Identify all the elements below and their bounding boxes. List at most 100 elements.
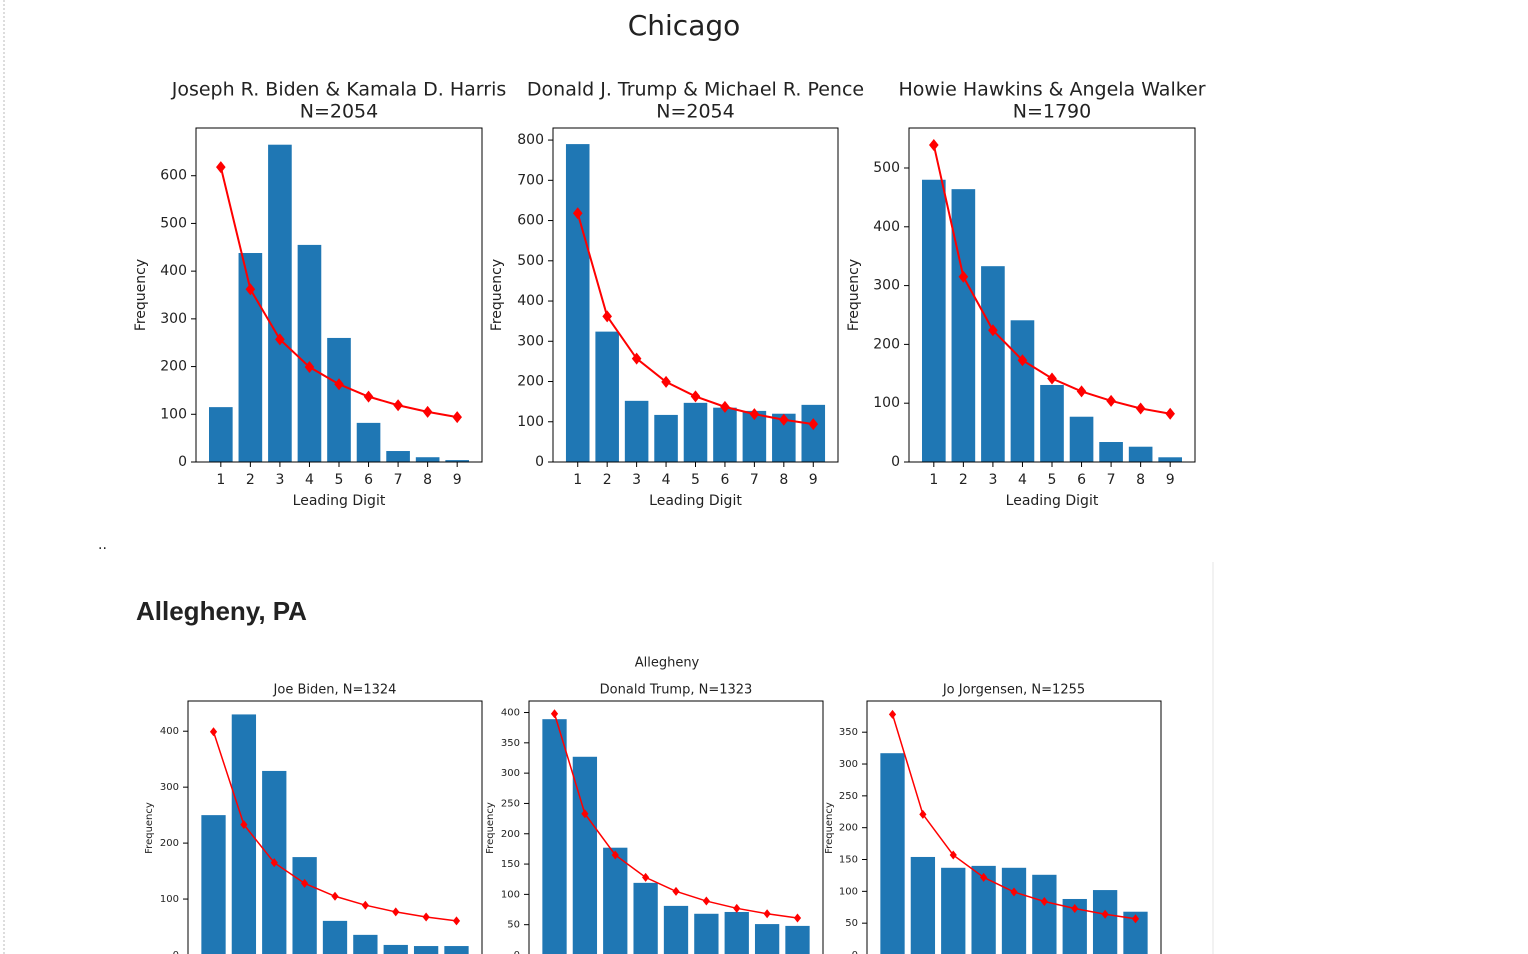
y-tick-label: 200 [517,374,544,390]
x-tick-label: 4 [662,472,671,488]
bar [951,189,976,463]
marker [393,399,403,412]
marker [1135,402,1146,415]
y-tick-label: 0 [514,950,520,954]
x-tick-label: 7 [1107,472,1116,488]
y-tick-label: 100 [160,894,179,905]
bar [633,882,658,954]
marker [304,361,315,374]
marker [929,139,939,152]
marker [733,903,741,913]
bar [801,404,826,462]
marker [331,891,339,901]
y-axis-label: Frequency [489,259,505,331]
bar [415,457,440,462]
y-tick-label: 500 [873,160,900,176]
y-tick-label: 200 [501,829,520,840]
marker [581,809,589,819]
marker [572,207,583,220]
marker [1071,904,1079,914]
x-tick-label: 2 [603,472,612,488]
bar [268,144,292,462]
marker [361,900,369,910]
y-tick-label: 0 [852,950,858,954]
x-tick-label: 3 [988,472,997,488]
bar [1001,867,1027,954]
bar [742,410,767,462]
y-tick-label: 250 [839,791,858,802]
marker [642,872,650,882]
chart-subtitle: N=1790 [1013,101,1092,123]
y-tick-label: 300 [501,768,520,779]
y-tick-label: 500 [517,253,544,269]
y-axis-label: Frequency [133,259,149,331]
chart-title: Joseph R. Biden & Kamala D. Harris [171,79,507,101]
marker [245,283,256,296]
x-tick-label: 4 [1018,472,1027,488]
bar [1069,416,1094,462]
chart-subtitle: N=2054 [656,101,735,123]
marker [888,709,897,719]
bar [1099,442,1123,462]
figure-suptitle: Allegheny [635,656,700,671]
marker [1047,372,1057,385]
x-tick-label: 1 [573,472,582,488]
x-tick-label: 5 [691,472,700,488]
marker [550,709,559,719]
marker [1076,385,1087,398]
chart-title: Donald J. Trump & Michael R. Pence [527,79,864,101]
y-tick-label: 400 [517,293,544,309]
chart-title: Jo Jorgensen, N=1255 [942,683,1085,698]
x-tick-label: 5 [1048,472,1057,488]
x-axis-label: Leading Digit [649,493,742,509]
bar [386,451,410,462]
y-tick-label: 300 [517,333,544,349]
bar [1040,384,1064,462]
y-tick-label: 400 [160,726,179,737]
y-tick-label: 600 [160,168,187,184]
marker [690,390,701,403]
y-tick-label: 100 [517,414,544,430]
plot-frame [187,700,483,954]
plot-frame [908,127,1196,463]
bar [201,815,226,954]
bar [785,925,810,954]
bar [444,946,469,954]
x-tick-label: 6 [1077,472,1086,488]
marker [209,727,218,737]
y-tick-label: 250 [501,798,520,809]
marker [422,405,433,418]
bar [754,924,780,954]
marker [275,333,285,346]
marker [301,878,309,888]
marker [720,400,730,413]
x-tick-label: 1 [216,472,225,488]
bar [683,402,708,462]
marker [919,809,927,819]
bar [624,400,649,462]
marker [452,916,461,926]
bar [713,407,737,462]
x-tick-label: 9 [1166,472,1175,488]
marker [980,872,988,882]
x-tick-label: 3 [275,472,284,488]
x-tick-label: 2 [246,472,255,488]
marker [958,270,969,283]
bar [724,911,749,954]
bar [356,422,381,462]
y-tick-label: 400 [501,708,520,719]
x-tick-label: 7 [394,472,403,488]
y-tick-label: 100 [160,406,187,422]
marker [363,390,374,403]
marker [216,161,226,174]
plot-frame [528,700,824,954]
y-axis-label: Frequency [846,259,862,331]
separator: .. [98,537,107,553]
marker [422,912,430,922]
x-tick-label: 5 [335,472,344,488]
bar [1128,446,1153,462]
x-tick-label: 9 [453,472,462,488]
bar [654,414,678,462]
y-tick-label: 700 [517,172,544,188]
